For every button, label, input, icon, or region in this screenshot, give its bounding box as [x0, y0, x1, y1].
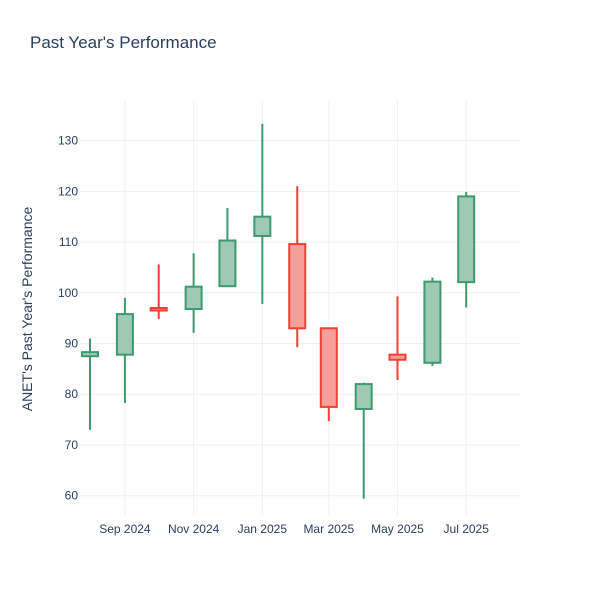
- candle-body: [457, 195, 476, 284]
- x-tick-label: Mar 2025: [303, 522, 354, 536]
- candle-2025-07-01[interactable]: [457, 191, 476, 308]
- candle-2025-06-01[interactable]: [423, 277, 442, 366]
- y-tick-label: 110: [59, 235, 78, 249]
- axis-layer: 60 70 80 90 100 110 120 130 Sep 2024 Nov 2024 Jan …: [58, 134, 489, 536]
- y-tick-label: 90: [65, 337, 79, 351]
- candle-body: [288, 243, 307, 330]
- candle-body: [354, 383, 373, 410]
- y-tick-label: 60: [65, 489, 79, 503]
- candle-body: [149, 307, 168, 312]
- candle-body: [423, 280, 442, 364]
- y-axis-title: ANET's Past Year's Performance: [19, 207, 35, 412]
- y-tick-label: 80: [65, 387, 79, 401]
- candle-2024-09-01[interactable]: [115, 297, 134, 403]
- x-tick-label: Jul 2025: [444, 522, 490, 536]
- candle-body: [184, 285, 203, 311]
- y-tick-label: 130: [58, 134, 78, 148]
- candle-2025-05-01[interactable]: [388, 296, 407, 381]
- candle-2025-02-01[interactable]: [288, 186, 307, 348]
- y-tick-label: 70: [65, 438, 79, 452]
- candle-body: [388, 353, 407, 361]
- x-tick-label: Nov 2024: [168, 522, 220, 536]
- candle-body: [218, 239, 237, 288]
- candle-body: [81, 351, 99, 358]
- candle-2024-08-01[interactable]: [81, 338, 99, 430]
- x-tick-label: May 2025: [371, 522, 424, 536]
- candle-layer: [81, 123, 476, 499]
- y-tick-label: 120: [58, 184, 78, 198]
- candle-2025-04-01[interactable]: [354, 382, 373, 499]
- candle-2024-12-01[interactable]: [218, 208, 237, 288]
- candle-2025-03-01[interactable]: [319, 327, 338, 422]
- x-tick-label: Sep 2024: [99, 522, 151, 536]
- x-tick-label: Jan 2025: [238, 522, 288, 536]
- candle-2025-01-01[interactable]: [253, 123, 272, 304]
- candle-body: [319, 327, 338, 408]
- candle-body: [253, 215, 272, 237]
- candle-2024-11-01[interactable]: [184, 253, 203, 333]
- candle-2024-10-01[interactable]: [149, 264, 168, 320]
- chart-title: Past Year's Performance: [30, 33, 217, 52]
- candle-body: [115, 313, 134, 356]
- y-tick-label: 100: [58, 286, 78, 300]
